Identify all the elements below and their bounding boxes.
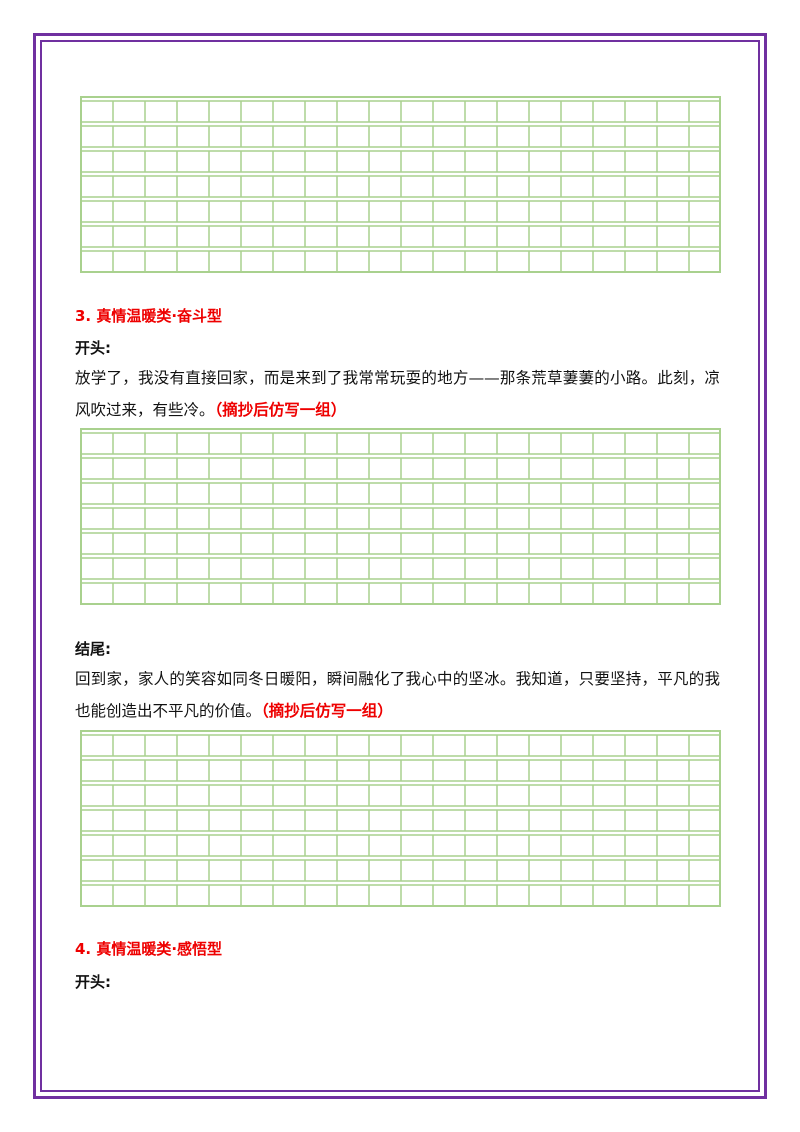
part-label: 结尾: bbox=[75, 640, 111, 658]
part-label: 开头: bbox=[75, 339, 111, 357]
writing-grid bbox=[80, 730, 721, 907]
text: 回到家，家人的笑容如同冬日暖阳，瞬间融化了我心中的坚冰。我知道，只要坚持，平凡的… bbox=[75, 670, 720, 720]
paragraph: 回到家，家人的笑容如同冬日暖阳，瞬间融化了我心中的坚冰。我知道，只要坚持，平凡的… bbox=[75, 663, 720, 727]
writing-grid bbox=[80, 96, 721, 273]
note: （摘抄后仿写一组） bbox=[261, 702, 393, 720]
border bbox=[40, 40, 760, 1092]
note: （摘抄后仿写一组） bbox=[214, 401, 347, 419]
paragraph: 放学了，我没有直接回家，而是来到了我常常玩耍的地方——那条荒草萋萋的小路。此刻，… bbox=[75, 362, 720, 426]
section-heading: 3. 真情温暖类·奋斗型 bbox=[75, 307, 223, 325]
text: 放学了，我没有直接回家，而是来到了我常常玩耍的地方——那条荒草萋萋的小路。此刻，… bbox=[75, 369, 720, 419]
part-label: 开头: bbox=[75, 973, 111, 991]
writing-grid bbox=[80, 428, 721, 605]
section-heading: 4. 真情温暖类·感悟型 bbox=[75, 940, 223, 958]
border bbox=[33, 33, 767, 1099]
